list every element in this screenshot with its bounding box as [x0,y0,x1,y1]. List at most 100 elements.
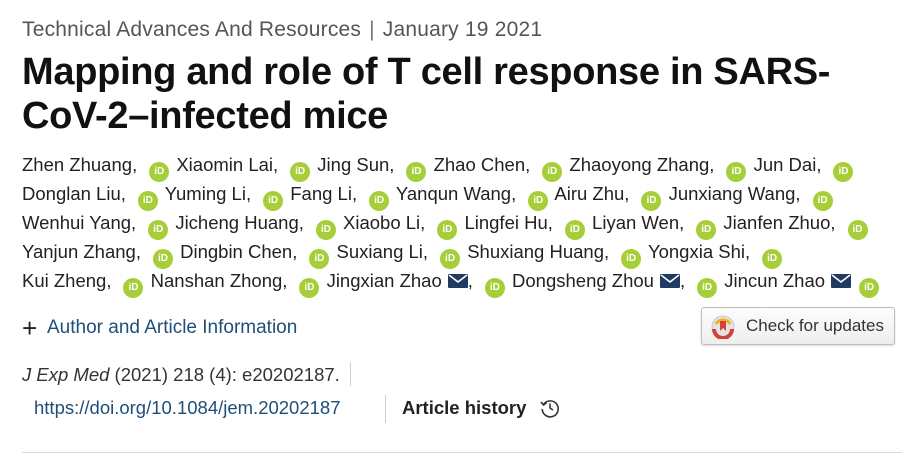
author-name[interactable]: Shuxiang Huang [467,241,604,262]
author-entry: Junxiang Wang, iD [668,183,835,211]
author-separator: , [795,183,801,204]
author-name[interactable]: Donglan Liu [22,183,121,204]
author-name[interactable]: Nanshan Zhong [150,270,283,291]
author-name[interactable]: Fang Li [290,183,352,204]
orcid-icon[interactable]: iD [484,278,505,298]
orcid-icon[interactable]: iD [290,162,311,182]
author-name[interactable]: Yanqun Wang [395,183,512,204]
author-name[interactable]: Jun Dai [753,154,817,175]
orcid-icon[interactable]: iD [123,278,144,298]
orcid-icon[interactable]: iD [406,162,427,182]
orcid-icon[interactable]: iD [859,278,880,298]
meta-separator: | [369,18,375,41]
orcid-icon[interactable]: iD [309,249,330,269]
article-category[interactable]: Technical Advances And Resources [22,18,362,41]
author-name[interactable]: Jicheng Huang [175,212,299,233]
orcid-icon[interactable]: iD [437,220,458,240]
author-name[interactable]: Liyan Wen [592,212,680,233]
author-separator: , [273,154,279,175]
author-entry: Jingxian Zhao, iD [326,270,507,298]
orcid-icon[interactable]: iD [564,220,585,240]
doi-link[interactable]: https://doi.org/10.1084/jem.20202187 [34,397,341,418]
orcid-icon[interactable]: iD [812,191,833,211]
author-name[interactable]: Jincun Zhao [724,270,826,291]
orcid-icon[interactable]: iD [528,191,549,211]
author-separator: , [830,212,836,233]
author-separator: , [604,241,610,262]
author-name[interactable]: Zhao Chen [433,154,526,175]
author-entry: Yanqun Wang, iD [395,183,550,211]
orcid-icon[interactable]: iD [696,220,717,240]
author-separator: , [525,154,531,175]
author-separator: , [624,183,630,204]
author-name[interactable]: Yanjun Zhang [22,241,136,262]
orcid-icon[interactable]: iD [263,191,284,211]
author-separator: , [511,183,517,204]
orcid-icon[interactable]: iD [152,249,173,269]
author-entry: Zhao Chen, iD [433,154,565,182]
author-name[interactable]: Zhen Zhuang [22,154,133,175]
history-clock-icon[interactable] [539,397,561,424]
author-entry: Jun Dai, iD [753,154,856,182]
author-entry: Kui Zheng, iD [22,270,145,298]
author-name[interactable]: Jianfen Zhuo [723,212,831,233]
author-entry: Shuxiang Huang, iD [467,241,643,269]
author-info-row: + Author and Article Information Check f… [22,307,902,345]
orcid-icon[interactable]: iD [440,249,461,269]
author-name[interactable]: Lingfei Hu [464,212,548,233]
orcid-icon[interactable]: iD [697,278,718,298]
orcid-icon[interactable]: iD [299,278,320,298]
citation: J Exp Med (2021) 218 (4): e20202187. [22,362,902,387]
author-name[interactable]: Kui Zheng [22,270,107,291]
article-header: Technical Advances And Resources | January… [22,14,902,425]
article-history-button[interactable]: Article history [402,397,527,418]
author-info-link[interactable]: Author and Article Information [47,317,298,338]
orcid-icon[interactable]: iD [833,162,854,182]
plus-icon[interactable]: + [22,313,38,343]
orcid-icon[interactable]: iD [542,162,563,182]
author-separator: , [351,183,358,204]
author-name[interactable]: Dingbin Chen [180,241,293,262]
author-separator: , [298,212,304,233]
author-name[interactable]: Suxiang Li [336,241,423,262]
check-for-updates-button[interactable]: Check for updates [701,307,895,345]
author-name[interactable]: Xiaobo Li [343,212,421,233]
author-name[interactable]: Junxiang Wang [668,183,796,204]
orcid-icon[interactable]: iD [641,191,662,211]
author-entry: Jing Sun, iD [317,154,428,182]
orcid-icon[interactable]: iD [148,220,169,240]
author-name[interactable]: Dongsheng Zhou [512,270,654,291]
author-entry: Xiaobo Li, iD [343,212,459,240]
author-entry: Lingfei Hu, iD [464,212,586,240]
author-entry: Fang Li, iD [290,183,391,211]
author-separator: , [120,183,126,204]
orcid-icon[interactable]: iD [762,249,783,269]
email-icon[interactable] [659,274,680,288]
publication-date: January 19 2021 [382,18,543,41]
author-name[interactable]: Zhaoyong Zhang [569,154,710,175]
email-icon[interactable] [447,274,468,288]
crossmark-icon [710,315,738,344]
author-separator: , [282,270,288,291]
author-name[interactable]: Wenhui Yang [22,212,132,233]
orcid-icon[interactable]: iD [369,191,390,211]
orcid-icon[interactable]: iD [315,220,336,240]
author-name[interactable]: Xiaomin Lai [176,154,274,175]
author-entry: Airu Zhu, iD [554,183,663,211]
orcid-icon[interactable]: iD [137,191,158,211]
author-name[interactable]: Jingxian Zhao [326,270,442,291]
orcid-icon[interactable]: iD [847,220,868,240]
author-name[interactable]: Jing Sun [317,154,390,175]
author-separator: , [547,212,553,233]
author-entry: Jicheng Huang, iD [175,212,338,240]
author-separator: , [745,241,751,262]
email-icon[interactable] [831,274,852,288]
author-entry: Nanshan Zhong, iD [150,270,322,298]
orcid-icon[interactable]: iD [726,162,747,182]
author-name[interactable]: Airu Zhu [554,183,625,204]
orcid-icon[interactable]: iD [621,249,642,269]
author-name[interactable]: Yuming Li [164,183,246,204]
author-name[interactable]: Yongxia Shi [647,241,745,262]
check-for-updates-label: Check for updates [746,316,884,335]
orcid-icon[interactable]: iD [149,162,170,182]
